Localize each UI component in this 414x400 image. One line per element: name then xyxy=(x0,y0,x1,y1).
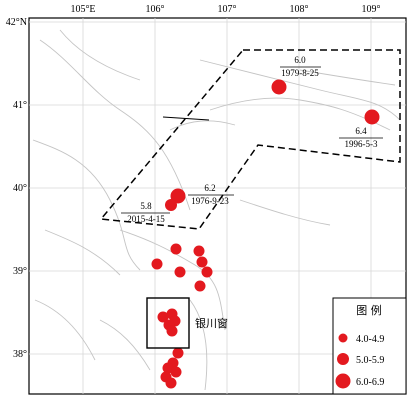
event-magnitude: 5.8 xyxy=(140,201,152,211)
legend: 图 例 4.0-4.9 5.0-5.9 6.0-6.9 xyxy=(332,297,407,395)
fault-trace xyxy=(34,299,96,361)
epicenter-medium xyxy=(201,266,213,278)
fault-trace xyxy=(119,229,226,331)
fault-traces xyxy=(32,29,401,391)
event-date: 1976-9-23 xyxy=(191,196,229,206)
axis-labels: 105°E 106° 107° 108° 109° 42°N 41° 40° 3… xyxy=(6,4,381,360)
lat-tick: 39° xyxy=(13,266,27,277)
epicenter-medium xyxy=(174,266,186,278)
epicenter-medium xyxy=(165,377,177,389)
epicenter-medium xyxy=(196,256,208,268)
fault-trace xyxy=(32,139,141,271)
legend-label: 6.0-6.9 xyxy=(356,377,384,388)
fault-trace xyxy=(44,229,121,276)
epicenter-large xyxy=(271,79,287,95)
epicenter-medium xyxy=(170,366,182,378)
lon-tick: 106° xyxy=(146,4,165,15)
epicenter-large xyxy=(364,109,380,125)
legend-marker-small xyxy=(338,333,348,343)
lat-tick: 42°N xyxy=(6,17,27,28)
legend-label: 4.0-4.9 xyxy=(356,334,384,345)
event-label: 6.4 1996-5-3 xyxy=(339,126,383,149)
fault-trace xyxy=(199,59,401,121)
event-date: 2015-4-15 xyxy=(127,214,165,224)
fault-trace xyxy=(189,299,208,391)
lat-tick: 40° xyxy=(13,183,27,194)
event-magnitude: 6.4 xyxy=(355,126,367,136)
epicenter-medium xyxy=(157,311,169,323)
fault-trace xyxy=(299,69,396,86)
yinchuan-window-box xyxy=(146,297,190,349)
fault-trace xyxy=(59,29,141,81)
fault-trace xyxy=(239,199,331,226)
fault-segment xyxy=(162,116,210,121)
event-date: 1996-5-3 xyxy=(345,139,378,149)
epicenter-medium xyxy=(165,199,177,211)
event-annotations: 6.0 1979-8-25 6.4 1996-5-3 6.2 1976-9-23… xyxy=(121,55,383,224)
event-label: 5.8 2015-4-15 xyxy=(121,201,170,224)
fault-trace xyxy=(39,39,191,211)
fault-trace xyxy=(169,120,236,131)
fault-trace xyxy=(99,319,151,371)
lon-tick: 109° xyxy=(362,4,381,15)
epicenter-medium xyxy=(170,243,182,255)
fault-trace xyxy=(209,97,391,131)
epicenter-medium xyxy=(166,325,178,337)
event-magnitude: 6.0 xyxy=(294,55,306,65)
epicenter-medium xyxy=(172,347,184,359)
lon-tick: 108° xyxy=(290,4,309,15)
event-label: 6.0 1979-8-25 xyxy=(280,55,321,78)
lat-tick: 38° xyxy=(13,349,27,360)
lon-tick: 107° xyxy=(218,4,237,15)
event-label: 6.2 1976-9-23 xyxy=(188,183,234,206)
epicenter-medium xyxy=(151,258,163,270)
study-zone-outline xyxy=(99,49,401,230)
yinchuan-window-label: 银川窗 xyxy=(195,316,228,330)
event-date: 1979-8-25 xyxy=(281,68,319,78)
event-magnitude: 6.2 xyxy=(204,183,215,193)
legend-marker-large xyxy=(335,373,351,389)
legend-marker-medium xyxy=(337,353,349,365)
epicenter-markers xyxy=(151,79,380,389)
lat-tick: 41° xyxy=(13,100,27,111)
legend-label: 5.0-5.9 xyxy=(356,355,384,366)
epicenter-medium xyxy=(193,245,205,257)
lon-tick: 105°E xyxy=(70,4,95,15)
epicenter-large xyxy=(170,188,186,204)
legend-title: 图 例 xyxy=(356,303,382,317)
epicenter-medium xyxy=(194,280,206,292)
